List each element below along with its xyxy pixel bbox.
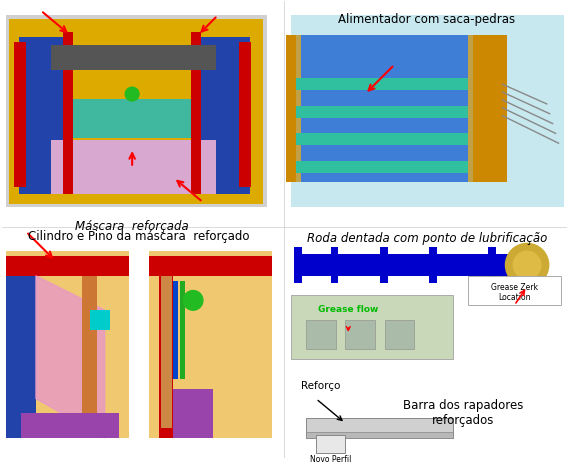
Text: Roda dentada com ponto de lubrificação: Roda dentada com ponto de lubrificação <box>306 232 547 245</box>
Bar <box>316 435 346 452</box>
Bar <box>468 276 562 306</box>
Bar <box>63 32 73 194</box>
Text: Barra dos rapadores
reforçados: Barra dos rapadores reforçados <box>403 399 524 426</box>
Bar <box>6 256 129 276</box>
Bar <box>173 281 179 379</box>
Bar <box>306 320 336 350</box>
Bar <box>296 161 468 173</box>
Bar <box>196 37 250 194</box>
Bar <box>6 276 36 438</box>
Circle shape <box>513 251 541 279</box>
Bar <box>296 133 468 145</box>
Text: Alimentador com saca-pedras: Alimentador com saca-pedras <box>338 13 516 26</box>
Text: Grease flow: Grease flow <box>318 306 378 314</box>
Bar <box>161 276 172 428</box>
Bar <box>14 42 26 187</box>
Circle shape <box>506 243 549 286</box>
Bar <box>296 35 473 182</box>
Bar <box>51 45 215 70</box>
Bar <box>19 37 63 194</box>
Bar <box>180 281 185 379</box>
Bar <box>488 247 496 283</box>
Bar <box>90 310 109 330</box>
Bar <box>296 106 468 118</box>
Bar <box>429 247 437 283</box>
Bar <box>173 389 213 438</box>
Bar <box>6 251 129 438</box>
Bar <box>296 35 473 182</box>
Bar <box>21 413 119 438</box>
Bar <box>294 247 302 283</box>
Circle shape <box>183 291 203 310</box>
Bar <box>296 79 468 90</box>
Text: Reforço: Reforço <box>301 381 340 391</box>
Bar <box>239 42 251 187</box>
Circle shape <box>126 87 139 101</box>
Bar <box>306 418 453 438</box>
Bar <box>149 256 272 276</box>
Text: Máscara  reforçada: Máscara reforçada <box>75 220 189 233</box>
Bar <box>82 276 97 428</box>
Bar <box>306 432 453 438</box>
Bar <box>331 247 339 283</box>
Bar <box>63 99 201 138</box>
Polygon shape <box>36 276 105 438</box>
Bar <box>159 276 173 438</box>
Bar <box>51 140 215 194</box>
Text: Novo Perfil: Novo Perfil <box>310 455 351 464</box>
Bar <box>385 320 414 350</box>
Bar <box>9 20 263 204</box>
Bar <box>149 251 272 438</box>
Bar <box>286 35 301 182</box>
Bar <box>380 247 388 283</box>
Bar <box>291 15 564 207</box>
Bar <box>291 295 453 359</box>
Bar <box>191 32 201 194</box>
Bar <box>468 35 507 182</box>
Bar <box>346 320 375 350</box>
Bar <box>294 254 520 276</box>
Bar <box>6 15 267 207</box>
Text: Grease Zerk
Location: Grease Zerk Location <box>491 283 538 302</box>
Text: Cilindro e Pino da máscara  reforçado: Cilindro e Pino da máscara reforçado <box>28 230 250 243</box>
